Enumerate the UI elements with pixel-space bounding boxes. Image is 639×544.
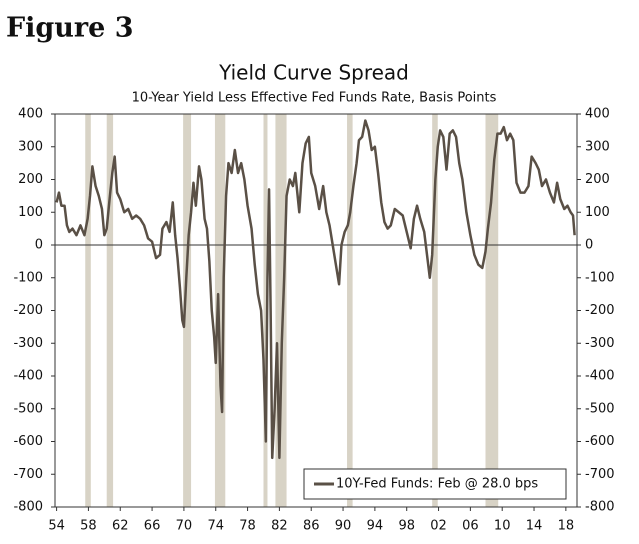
x-tick-label: 10	[494, 519, 511, 534]
recession-band	[183, 114, 192, 507]
y-tick-label: -800	[13, 500, 43, 515]
x-tick-label: 94	[367, 519, 384, 534]
figure-label: Figure 3	[6, 13, 134, 44]
x-tick-label: 78	[239, 519, 256, 534]
y-tick-label: -200	[13, 303, 43, 318]
x-tick-label: 18	[558, 519, 575, 534]
recession-band	[275, 114, 287, 507]
x-tick-label: 70	[176, 519, 193, 534]
y-tick-label: -100	[13, 270, 43, 285]
y-tick-label: 0	[35, 238, 43, 253]
y-tick-label: -500	[13, 401, 43, 416]
x-tick-label: 98	[398, 519, 415, 534]
chart-title: Yield Curve Spread	[218, 61, 409, 85]
x-tick-label: 62	[112, 519, 129, 534]
x-tick-label: 66	[144, 519, 161, 534]
y2-tick-label: 300	[585, 139, 610, 154]
recession-band	[85, 114, 91, 507]
x-tick-label: 58	[80, 519, 97, 534]
y2-tick-label: -500	[585, 401, 615, 416]
y2-tick-label: 200	[585, 172, 610, 187]
recession-band	[214, 114, 226, 507]
x-tick-label: 90	[335, 519, 352, 534]
y-tick-label: -300	[13, 336, 43, 351]
y2-tick-label: -100	[585, 270, 615, 285]
y-tick-label: -700	[13, 467, 43, 482]
plot-frame	[54, 113, 578, 508]
legend-box	[303, 468, 567, 500]
recession-band	[263, 114, 268, 507]
y-tick-label: 100	[18, 205, 43, 220]
y-tick-label: 300	[18, 139, 43, 154]
y2-tick-label: 0	[585, 238, 593, 253]
recession-band	[106, 114, 114, 507]
x-tick-label: 54	[48, 519, 65, 534]
y2-tick-label: -800	[585, 500, 615, 515]
y2-tick-label: 400	[585, 107, 610, 122]
y2-tick-label: -200	[585, 303, 615, 318]
y-tick-label: -600	[13, 434, 43, 449]
y-tick-label: -400	[13, 369, 43, 384]
y2-tick-label: -600	[585, 434, 615, 449]
x-tick-label: 74	[207, 519, 224, 534]
x-tick-label: 14	[526, 519, 543, 534]
legend-label: 10Y-Fed Funds: Feb @ 28.0 bps	[336, 477, 538, 492]
x-tick-label: 02	[430, 519, 447, 534]
y2-tick-label: -700	[585, 467, 615, 482]
chart-subtitle: 10-Year Yield Less Effective Fed Funds R…	[132, 91, 497, 106]
x-tick-label: 06	[462, 519, 479, 534]
x-tick-label: 86	[303, 519, 320, 534]
y2-tick-label: -400	[585, 369, 615, 384]
y2-tick-label: 100	[585, 205, 610, 220]
x-tick-label: 82	[271, 519, 288, 534]
recession-band	[485, 114, 499, 507]
recession-band	[432, 114, 438, 507]
y-tick-label: 400	[18, 107, 43, 122]
recession-band	[347, 114, 353, 507]
y2-tick-label: -300	[585, 336, 615, 351]
series-line	[55, 119, 576, 460]
y-tick-label: 200	[18, 172, 43, 187]
